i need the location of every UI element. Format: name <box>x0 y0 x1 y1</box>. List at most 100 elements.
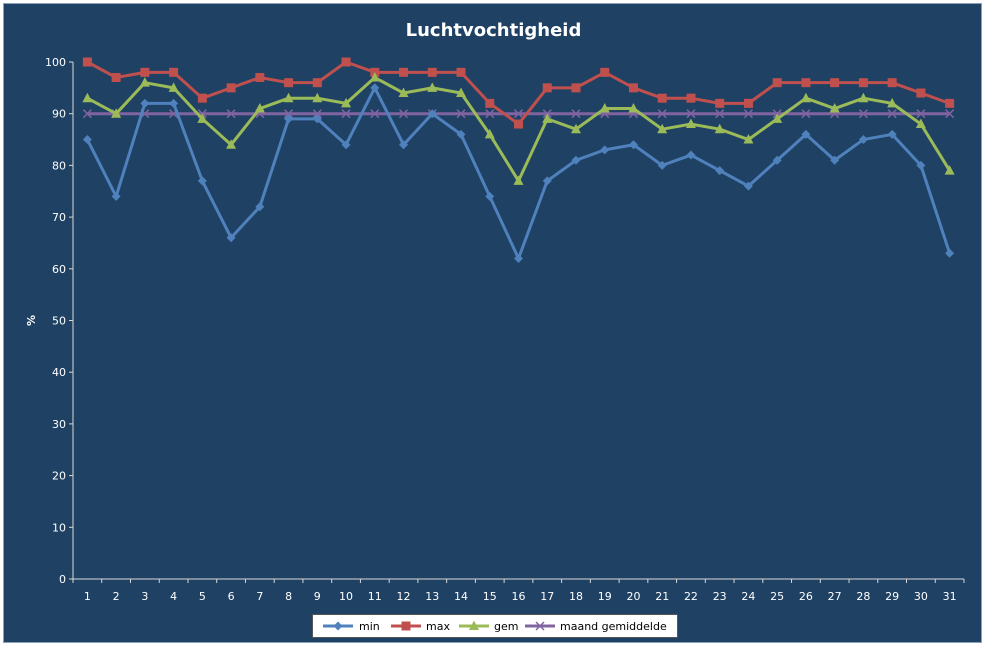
data-point-min <box>542 176 552 186</box>
data-point-max <box>628 83 638 93</box>
data-point-max <box>341 57 351 67</box>
data-point-max <box>514 119 523 129</box>
data-point-max <box>830 78 840 88</box>
data-point-gem <box>915 118 926 129</box>
data-point-min <box>657 160 667 170</box>
legend-marker-max <box>401 621 411 631</box>
data-point-min <box>226 233 236 243</box>
data-point-gem <box>398 87 409 98</box>
data-point-gem <box>685 118 696 129</box>
series-max <box>82 57 955 129</box>
data-point-gem <box>82 92 93 103</box>
data-point-min <box>715 166 725 176</box>
legend-entry-maand-gemiddelde: maand gemiddelde <box>525 620 667 633</box>
legend-entry-gem: gem <box>459 620 518 633</box>
data-point-min <box>916 160 926 170</box>
data-point-min <box>341 140 351 150</box>
data-point-maand-gemiddelde <box>715 109 725 119</box>
data-point-max <box>485 98 495 108</box>
legend-marker-gem <box>469 620 479 630</box>
legend-entry-max: max <box>391 620 450 633</box>
data-point-gem <box>369 72 380 82</box>
data-point-min <box>514 253 523 263</box>
data-point-max <box>916 88 926 98</box>
data-point-min <box>169 98 179 108</box>
legend-marker-maand-gemiddelde <box>535 621 545 631</box>
x-tick-label: 27 <box>828 590 842 603</box>
x-tick-label: 12 <box>397 590 411 603</box>
x-tick-label: 15 <box>483 590 497 603</box>
data-point-max <box>772 78 782 88</box>
legend-label-min: min <box>359 620 380 633</box>
x-tick-label: 7 <box>256 590 263 603</box>
data-point-min <box>887 129 897 139</box>
x-tick-label: 2 <box>113 590 120 603</box>
chart-frame: Luchtvochtigheid 0 10 20 30 40 50 60 70 80 90 100 1… <box>3 3 982 643</box>
data-point-max <box>801 78 811 88</box>
x-tick-label: 22 <box>684 590 698 603</box>
data-point-maand-gemiddelde <box>485 109 495 119</box>
chart-title: Luchtvochtigheid <box>405 20 582 41</box>
data-point-gem <box>772 113 783 123</box>
data-point-min <box>427 109 437 119</box>
x-tick-label: 31 <box>943 590 957 603</box>
data-point-min <box>571 155 581 165</box>
x-tick-label: 5 <box>199 590 206 603</box>
x-tick-label: 9 <box>314 590 321 603</box>
data-point-max <box>399 67 409 77</box>
data-point-maand-gemiddelde <box>82 109 92 119</box>
data-point-gem <box>743 134 754 144</box>
data-point-min <box>82 135 92 145</box>
data-point-min <box>801 129 811 139</box>
legend-label-maand-gemiddelde: maand gemiddelde <box>560 620 667 633</box>
legend-label-max: max <box>426 620 450 633</box>
data-point-gem <box>714 123 725 134</box>
data-point-gem <box>111 108 122 118</box>
data-point-min <box>945 248 955 258</box>
data-point-min <box>743 181 753 191</box>
y-tick-label: 40 <box>52 366 66 379</box>
data-point-min <box>600 145 610 155</box>
data-point-max <box>284 78 294 88</box>
data-point-maand-gemiddelde <box>513 109 524 119</box>
legend-label-gem: gem <box>494 620 518 633</box>
data-point-max <box>858 78 868 88</box>
data-point-maand-gemiddelde <box>456 109 466 119</box>
data-point-max <box>226 83 236 93</box>
data-point-min <box>686 150 696 160</box>
data-point-maand-gemiddelde <box>284 109 294 119</box>
data-point-max <box>945 98 955 108</box>
y-tick-label: 0 <box>59 573 66 586</box>
data-point-maand-gemiddelde <box>801 109 811 119</box>
data-point-gem <box>599 103 610 113</box>
x-tick-label: 23 <box>713 590 727 603</box>
x-tick-label: 4 <box>170 590 177 603</box>
data-point-max <box>686 93 696 103</box>
data-point-maand-gemiddelde <box>312 109 322 119</box>
data-point-gem <box>312 92 323 103</box>
y-axis-label: % <box>25 315 38 326</box>
x-tick-label: 10 <box>339 590 353 603</box>
legend-marker-min <box>333 621 343 631</box>
x-tick-label: 17 <box>540 590 554 603</box>
data-point-gem <box>887 97 898 108</box>
x-tick-label: 13 <box>425 590 439 603</box>
x-tick-label: 8 <box>285 590 292 603</box>
x-tick-label: 30 <box>914 590 928 603</box>
data-point-maand-gemiddelde <box>686 109 696 119</box>
data-point-maand-gemiddelde <box>858 109 868 119</box>
data-point-maand-gemiddelde <box>226 109 236 119</box>
data-point-min <box>312 114 322 124</box>
x-tick-label: 1 <box>84 590 91 603</box>
x-tick-label: 26 <box>799 590 813 603</box>
data-point-gem <box>254 103 265 113</box>
data-point-max <box>715 98 725 108</box>
data-point-gem <box>944 165 955 175</box>
data-point-gem <box>341 97 352 108</box>
series-min <box>82 83 955 263</box>
y-tick-label: 30 <box>52 418 66 431</box>
data-point-max <box>312 78 322 88</box>
data-point-maand-gemiddelde <box>657 109 667 119</box>
data-point-max <box>197 93 207 103</box>
data-point-min <box>284 114 294 124</box>
